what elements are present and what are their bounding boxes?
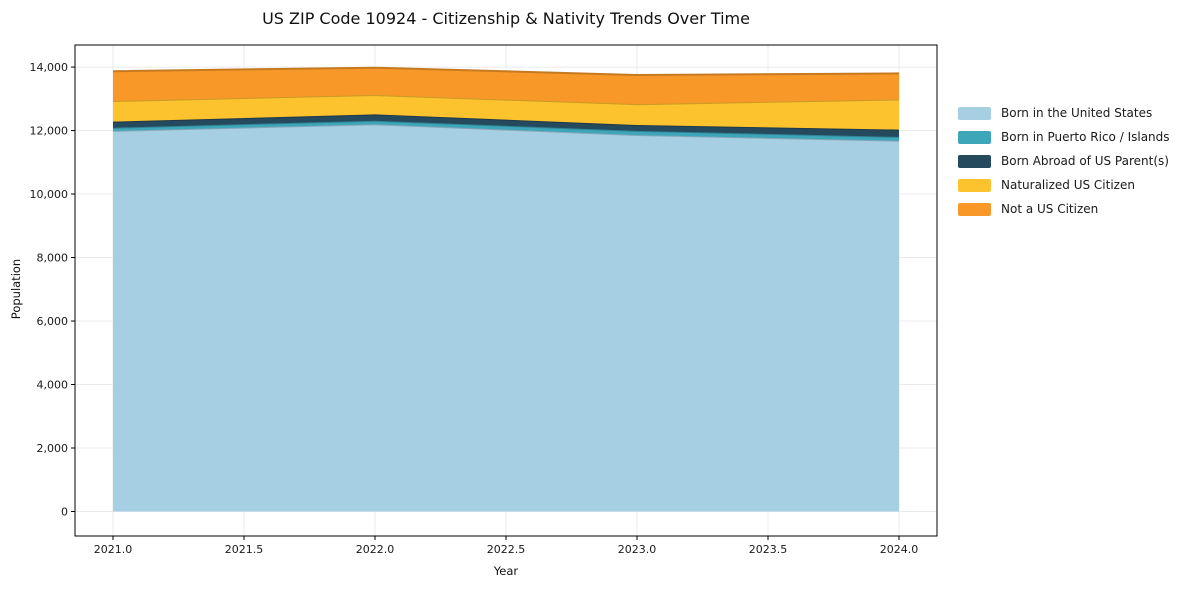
area-born-in-puerto-rico-islands — [112, 120, 900, 141]
x-tick-label: 2024.0 — [880, 543, 919, 556]
legend-item-born-in-puerto-rico-islands: Born in Puerto Rico / Islands — [958, 130, 1170, 144]
y-tick-label: 6,000 — [37, 315, 69, 328]
y-tick-label: 4,000 — [37, 379, 69, 392]
legend: Born in the United States Born in Puerto … — [958, 106, 1170, 216]
legend-label: Born in Puerto Rico / Islands — [1001, 130, 1170, 144]
area-born-in-the-united-states — [112, 124, 900, 512]
legend-swatch-icon — [958, 154, 991, 168]
legend-swatch-icon — [958, 130, 991, 144]
x-tick-label: 2023.0 — [618, 543, 657, 556]
legend-label: Not a US Citizen — [1001, 202, 1099, 216]
y-tick-label: 8,000 — [37, 252, 69, 265]
legend-swatch-icon — [958, 178, 991, 192]
legend-label: Born Abroad of US Parent(s) — [1001, 154, 1169, 168]
x-axis-label: Year — [493, 564, 519, 578]
legend-item-naturalized-us-citizen: Naturalized US Citizen — [958, 178, 1170, 192]
legend-swatch-icon — [958, 106, 991, 120]
area-not-a-us-citizen — [112, 67, 900, 105]
y-tick-label: 0 — [61, 505, 68, 518]
legend-item-born-in-the-united-states: Born in the United States — [958, 106, 1170, 120]
area-edge-not-a-us-citizen — [112, 66, 900, 76]
y-tick-label: 14,000 — [30, 61, 69, 74]
x-tick-label: 2021.0 — [94, 543, 133, 556]
legend-item-born-abroad-of-us-parent-s: Born Abroad of US Parent(s) — [958, 154, 1170, 168]
chart-title: US ZIP Code 10924 - Citizenship & Nativi… — [262, 9, 750, 28]
legend-swatch-icon — [958, 202, 991, 216]
x-tick-label: 2022.5 — [487, 543, 526, 556]
y-tick-label: 10,000 — [30, 188, 69, 201]
y-tick-label: 2,000 — [37, 442, 69, 455]
legend-label: Born in the United States — [1001, 106, 1153, 120]
x-tick-label: 2023.5 — [749, 543, 788, 556]
y-tick-label: 12,000 — [30, 125, 69, 138]
y-axis-label: Population — [9, 258, 23, 320]
legend-label: Naturalized US Citizen — [1001, 178, 1135, 192]
x-tick-label: 2021.5 — [225, 543, 264, 556]
x-tick-label: 2022.0 — [356, 543, 395, 556]
legend-item-not-a-us-citizen: Not a US Citizen — [958, 202, 1170, 216]
area-born-abroad-of-us-parent-s — [112, 114, 900, 137]
